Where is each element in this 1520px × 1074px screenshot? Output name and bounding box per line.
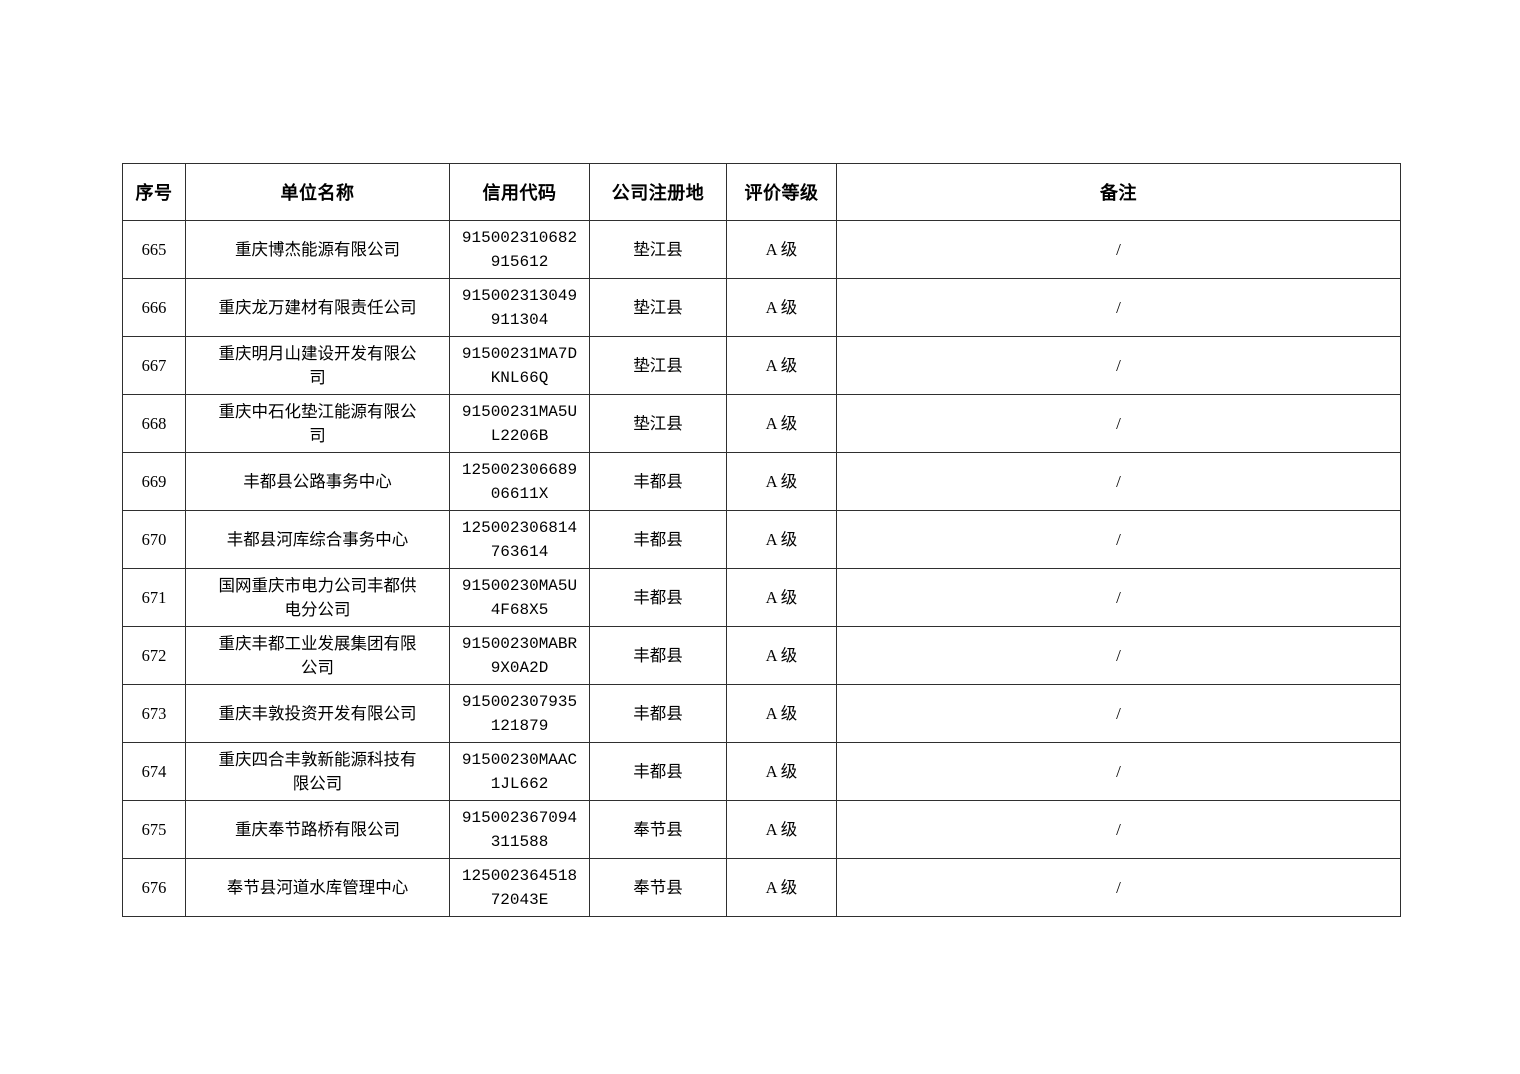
location-cell: 丰都县 [589,742,727,801]
col-header-name: 单位名称 [185,163,450,221]
credit-code-cell: 91500231MA7DKNL66Q [449,336,590,395]
serial-cell: 666 [122,278,186,337]
note-cell: / [836,626,1401,685]
serial-cell: 669 [122,452,186,511]
note-cell: / [836,858,1401,917]
credit-code-cell: 12500236451872043E [449,858,590,917]
serial-cell: 675 [122,800,186,859]
location-cell: 垫江县 [589,220,727,279]
grade-cell: A 级 [726,278,837,337]
col-header-location: 公司注册地 [589,163,727,221]
grade-cell: A 级 [726,742,837,801]
table-row: 670 丰都县河库综合事务中心 125002306814763614 丰都县 A… [122,510,1401,569]
credit-code-cell: 91500230MA5U4F68X5 [449,568,590,627]
company-name-cell: 重庆明月山建设开发有限公司 [185,336,450,395]
location-cell: 丰都县 [589,452,727,511]
serial-cell: 674 [122,742,186,801]
table-row: 665 重庆博杰能源有限公司 915002310682915612 垫江县 A … [122,220,1401,279]
company-name-cell: 重庆丰都工业发展集团有限公司 [185,626,450,685]
note-cell: / [836,336,1401,395]
note-cell: / [836,220,1401,279]
credit-code-cell: 91500230MABR9X0A2D [449,626,590,685]
credit-code-cell: 91500231MA5UL2206B [449,394,590,453]
note-cell: / [836,568,1401,627]
grade-cell: A 级 [726,220,837,279]
note-cell: / [836,452,1401,511]
table-row: 676 奉节县河道水库管理中心 12500236451872043E 奉节县 A… [122,858,1401,917]
company-name-cell: 丰都县河库综合事务中心 [185,510,450,569]
serial-cell: 670 [122,510,186,569]
location-cell: 垫江县 [589,278,727,337]
table-row: 675 重庆奉节路桥有限公司 915002367094311588 奉节县 A … [122,800,1401,859]
col-header-grade: 评价等级 [726,163,837,221]
credit-code-cell: 12500230668906611X [449,452,590,511]
company-name-cell: 重庆丰敦投资开发有限公司 [185,684,450,743]
credit-code-cell: 125002306814763614 [449,510,590,569]
table-row: 667 重庆明月山建设开发有限公司 91500231MA7DKNL66Q 垫江县… [122,336,1401,395]
serial-cell: 672 [122,626,186,685]
location-cell: 奉节县 [589,800,727,859]
credit-code-cell: 915002313049911304 [449,278,590,337]
grade-cell: A 级 [726,800,837,859]
credit-rating-table: 序号 单位名称 信用代码 公司注册地 评价等级 备注 665 重庆博杰能源有限公… [122,163,1401,917]
serial-cell: 667 [122,336,186,395]
grade-cell: A 级 [726,394,837,453]
table-header-row: 序号 单位名称 信用代码 公司注册地 评价等级 备注 [122,163,1401,221]
col-header-note: 备注 [836,163,1401,221]
grade-cell: A 级 [726,336,837,395]
table-row: 669 丰都县公路事务中心 12500230668906611X 丰都县 A 级… [122,452,1401,511]
company-name-cell: 重庆博杰能源有限公司 [185,220,450,279]
grade-cell: A 级 [726,858,837,917]
grade-cell: A 级 [726,510,837,569]
table-row: 672 重庆丰都工业发展集团有限公司 91500230MABR9X0A2D 丰都… [122,626,1401,685]
credit-code-cell: 91500230MAAC1JL662 [449,742,590,801]
table-row: 666 重庆龙万建材有限责任公司 915002313049911304 垫江县 … [122,278,1401,337]
credit-code-cell: 915002367094311588 [449,800,590,859]
table-row: 668 重庆中石化垫江能源有限公司 91500231MA5UL2206B 垫江县… [122,394,1401,453]
grade-cell: A 级 [726,626,837,685]
col-header-code: 信用代码 [449,163,590,221]
table-row: 671 国网重庆市电力公司丰都供电分公司 91500230MA5U4F68X5 … [122,568,1401,627]
serial-cell: 671 [122,568,186,627]
note-cell: / [836,742,1401,801]
col-header-serial: 序号 [122,163,186,221]
company-name-cell: 丰都县公路事务中心 [185,452,450,511]
company-name-cell: 重庆奉节路桥有限公司 [185,800,450,859]
grade-cell: A 级 [726,568,837,627]
credit-code-cell: 915002307935121879 [449,684,590,743]
note-cell: / [836,278,1401,337]
grade-cell: A 级 [726,452,837,511]
location-cell: 奉节县 [589,858,727,917]
location-cell: 丰都县 [589,684,727,743]
note-cell: / [836,684,1401,743]
table-row: 674 重庆四合丰敦新能源科技有限公司 91500230MAAC1JL662 丰… [122,742,1401,801]
note-cell: / [836,510,1401,569]
company-name-cell: 国网重庆市电力公司丰都供电分公司 [185,568,450,627]
credit-code-cell: 915002310682915612 [449,220,590,279]
note-cell: / [836,394,1401,453]
location-cell: 垫江县 [589,394,727,453]
company-name-cell: 重庆四合丰敦新能源科技有限公司 [185,742,450,801]
location-cell: 丰都县 [589,510,727,569]
serial-cell: 665 [122,220,186,279]
serial-cell: 676 [122,858,186,917]
company-name-cell: 重庆中石化垫江能源有限公司 [185,394,450,453]
serial-cell: 673 [122,684,186,743]
location-cell: 丰都县 [589,568,727,627]
note-cell: / [836,800,1401,859]
grade-cell: A 级 [726,684,837,743]
location-cell: 垫江县 [589,336,727,395]
location-cell: 丰都县 [589,626,727,685]
company-name-cell: 奉节县河道水库管理中心 [185,858,450,917]
company-name-cell: 重庆龙万建材有限责任公司 [185,278,450,337]
serial-cell: 668 [122,394,186,453]
table-row: 673 重庆丰敦投资开发有限公司 915002307935121879 丰都县 … [122,684,1401,743]
